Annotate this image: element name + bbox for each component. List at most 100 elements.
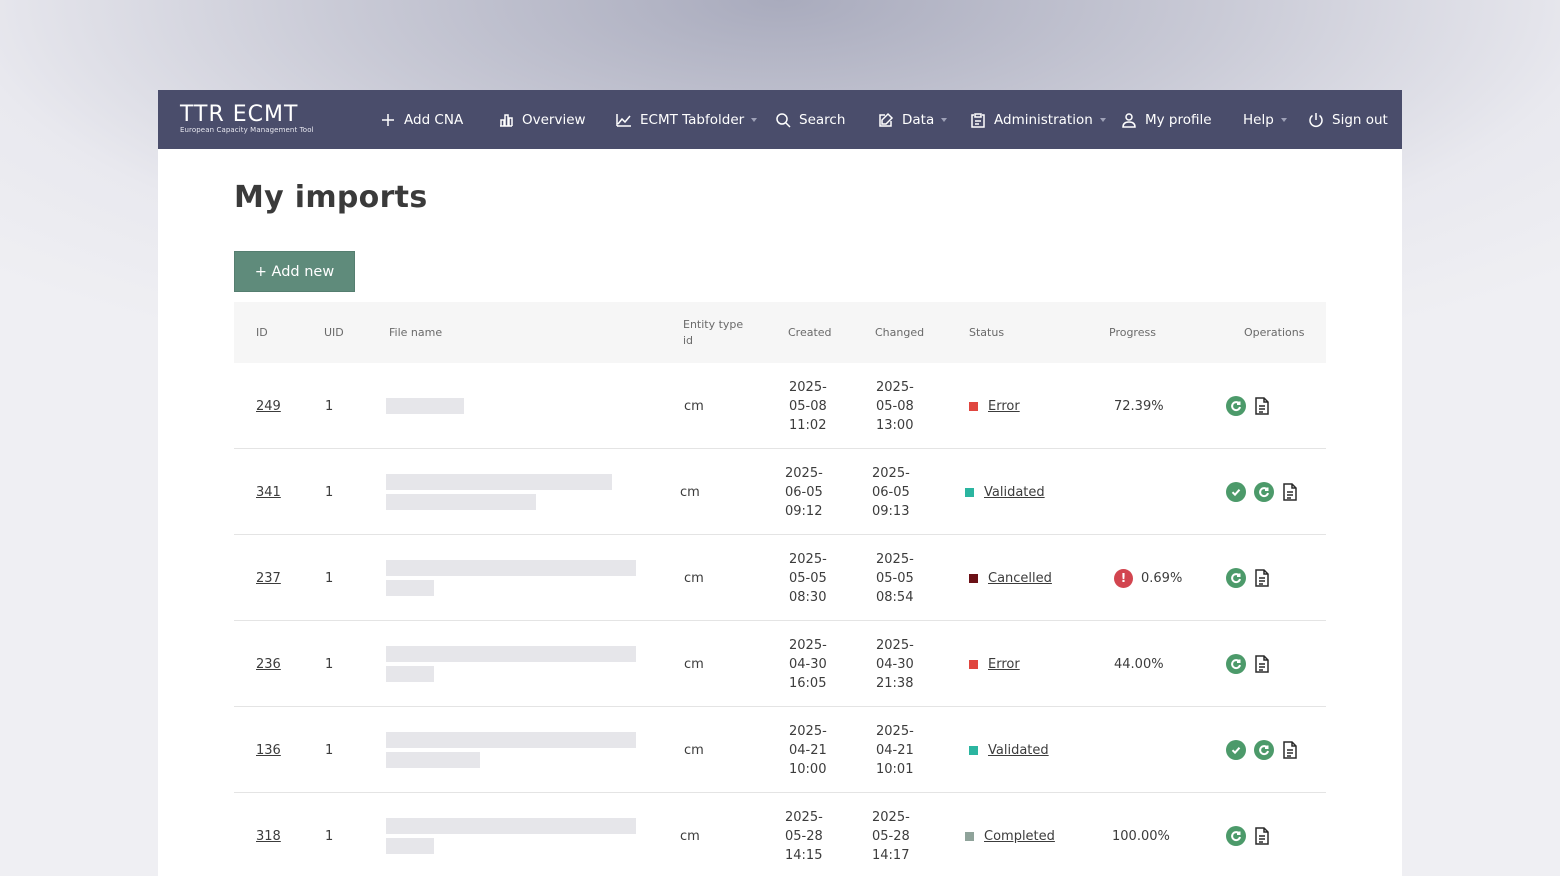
table-header: ID UID File name Entity type id Created … bbox=[234, 302, 1326, 363]
top-navbar: TTR ECMT European Capacity Management To… bbox=[158, 90, 1402, 149]
created-part: 2025- bbox=[789, 551, 827, 567]
row-operations bbox=[1226, 482, 1298, 502]
created-part: 04-30 bbox=[789, 656, 827, 672]
row-entity-type: cm bbox=[684, 742, 704, 758]
row-id-link[interactable]: 236 bbox=[256, 656, 281, 672]
row-uid: 1 bbox=[325, 828, 334, 844]
line-chart-icon bbox=[616, 113, 631, 127]
status-link[interactable]: Completed bbox=[984, 828, 1055, 844]
status-indicator-icon bbox=[969, 401, 978, 411]
nav-overview[interactable]: Overview bbox=[498, 90, 586, 149]
changed-part: 08:54 bbox=[876, 589, 914, 605]
refresh-icon[interactable] bbox=[1226, 396, 1246, 416]
nav-administration[interactable]: Administration bbox=[970, 90, 1106, 149]
nav-search[interactable]: Search bbox=[775, 90, 845, 149]
file-name-redacted bbox=[386, 818, 636, 834]
changed-part: 05-05 bbox=[876, 570, 914, 586]
row-status: Cancelled bbox=[969, 571, 1052, 586]
plus-icon bbox=[382, 113, 394, 126]
row-id-link[interactable]: 318 bbox=[256, 828, 281, 844]
changed-part: 2025- bbox=[876, 379, 914, 395]
row-progress: 44.00% bbox=[1114, 657, 1164, 672]
nav-my-profile[interactable]: My profile bbox=[1121, 90, 1212, 149]
app-logo[interactable]: TTR ECMT European Capacity Management To… bbox=[180, 104, 348, 136]
created-part: 2025- bbox=[789, 379, 827, 395]
header-operations: Operations bbox=[1244, 325, 1305, 339]
status-link[interactable]: Error bbox=[988, 398, 1020, 414]
table-row: 236 1 cm 2025- 04-30 16:05 2025- 04-30 21:38 Erro… bbox=[234, 621, 1326, 707]
refresh-icon[interactable] bbox=[1254, 740, 1274, 760]
changed-part: 2025- bbox=[872, 465, 910, 481]
status-link[interactable]: Error bbox=[988, 656, 1020, 672]
user-icon bbox=[1122, 112, 1136, 128]
row-id-link[interactable]: 249 bbox=[256, 398, 281, 414]
header-progress[interactable]: Progress bbox=[1109, 325, 1156, 339]
row-file-name[interactable] bbox=[386, 398, 464, 414]
chevron-down-icon bbox=[1280, 117, 1287, 122]
refresh-icon[interactable] bbox=[1254, 482, 1274, 502]
row-status: Validated bbox=[965, 485, 1045, 500]
nav-help[interactable]: Help bbox=[1243, 90, 1287, 149]
row-status: Completed bbox=[965, 829, 1055, 844]
row-progress: ! 0.69% bbox=[1114, 568, 1182, 588]
row-id-link[interactable]: 341 bbox=[256, 484, 281, 500]
nav-data[interactable]: Data bbox=[878, 90, 948, 149]
created-part: 10:00 bbox=[789, 761, 827, 777]
row-file-name[interactable] bbox=[386, 474, 612, 510]
document-icon[interactable] bbox=[1254, 569, 1270, 587]
row-uid: 1 bbox=[325, 570, 334, 586]
row-id-link[interactable]: 136 bbox=[256, 742, 281, 758]
header-changed[interactable]: Changed bbox=[875, 325, 925, 339]
status-link[interactable]: Validated bbox=[988, 742, 1049, 758]
changed-part: 09:13 bbox=[872, 503, 910, 519]
document-icon[interactable] bbox=[1254, 827, 1270, 845]
nav-ecmt-tabfolder-label: ECMT Tabfolder bbox=[640, 111, 745, 128]
approve-icon[interactable] bbox=[1226, 482, 1246, 502]
logo-subtitle: European Capacity Management Tool bbox=[180, 126, 314, 134]
imports-table: ID UID File name Entity type id Created … bbox=[234, 302, 1326, 876]
status-link[interactable]: Cancelled bbox=[988, 570, 1052, 586]
row-file-name[interactable] bbox=[386, 646, 636, 682]
header-uid[interactable]: UID bbox=[324, 325, 344, 339]
row-created: 2025- 05-08 11:02 bbox=[789, 378, 827, 435]
refresh-icon[interactable] bbox=[1226, 654, 1246, 674]
row-operations bbox=[1226, 654, 1270, 674]
row-file-name[interactable] bbox=[386, 818, 636, 854]
approve-icon[interactable] bbox=[1226, 740, 1246, 760]
created-part: 09:12 bbox=[785, 503, 823, 519]
progress-value: 100.00% bbox=[1112, 828, 1170, 844]
status-indicator-icon bbox=[965, 831, 974, 841]
warning-icon[interactable]: ! bbox=[1114, 568, 1133, 588]
nav-sign-out[interactable]: Sign out bbox=[1308, 90, 1388, 149]
header-status[interactable]: Status bbox=[969, 325, 1005, 339]
bar-chart-icon bbox=[500, 113, 513, 127]
header-entity-type-id[interactable]: Entity type id bbox=[683, 317, 744, 347]
row-file-name[interactable] bbox=[386, 732, 636, 768]
table-row: 237 1 cm 2025- 05-05 08:30 2025- 05-05 08:54 Canc… bbox=[234, 535, 1326, 621]
header-file-name[interactable]: File name bbox=[389, 325, 443, 339]
header-created[interactable]: Created bbox=[788, 325, 832, 339]
header-id[interactable]: ID bbox=[256, 325, 268, 339]
add-new-button[interactable]: + Add new bbox=[234, 251, 355, 292]
row-created: 2025- 05-05 08:30 bbox=[789, 550, 827, 607]
app-window: TTR ECMT European Capacity Management To… bbox=[158, 90, 1402, 876]
refresh-icon[interactable] bbox=[1226, 826, 1246, 846]
row-changed: 2025- 05-05 08:54 bbox=[876, 550, 914, 607]
row-id-link[interactable]: 237 bbox=[256, 570, 281, 586]
nav-help-label: Help bbox=[1243, 111, 1274, 128]
document-icon[interactable] bbox=[1282, 741, 1298, 759]
changed-part: 2025- bbox=[876, 723, 914, 739]
nav-add-cna[interactable]: Add CNA bbox=[380, 90, 463, 149]
logo-text: TTR ECMT bbox=[180, 102, 299, 127]
document-icon[interactable] bbox=[1254, 655, 1270, 673]
status-link[interactable]: Validated bbox=[984, 484, 1045, 500]
changed-part: 2025- bbox=[876, 551, 914, 567]
row-created: 2025- 04-30 16:05 bbox=[789, 636, 827, 693]
refresh-icon[interactable] bbox=[1226, 568, 1246, 588]
nav-search-label: Search bbox=[799, 111, 846, 128]
document-icon[interactable] bbox=[1282, 483, 1298, 501]
row-uid: 1 bbox=[325, 398, 334, 414]
document-icon[interactable] bbox=[1254, 397, 1270, 415]
row-file-name[interactable] bbox=[386, 560, 636, 596]
nav-ecmt-tabfolder[interactable]: ECMT Tabfolder bbox=[616, 90, 758, 149]
